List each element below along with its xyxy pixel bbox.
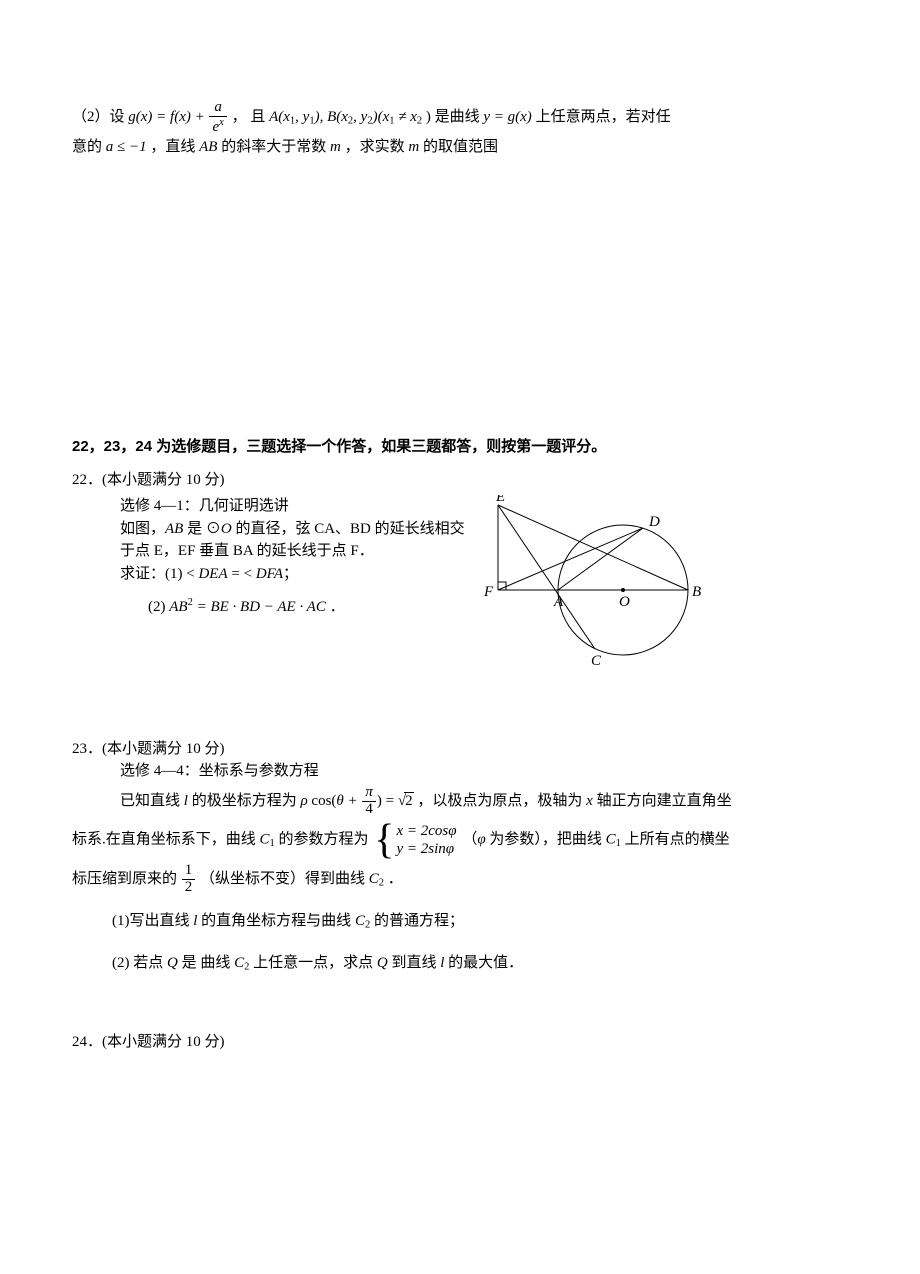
t: 的取值范围 — [423, 139, 498, 155]
t: （2）设 — [72, 109, 128, 125]
frac-half: 12 — [182, 863, 196, 896]
m: y = g(x) — [483, 109, 531, 125]
sqrt2: √2 — [398, 783, 414, 819]
problem-22: 22．(本小题满分 10 分) 选修 4—1：几何证明选讲 如图，AB 是 ⊙O… — [72, 469, 848, 683]
p24-head: 24．(本小题满分 10 分) — [72, 1031, 848, 1054]
p23-subtitle: 选修 4—4：坐标系与参数方程 — [72, 760, 848, 783]
t: 的斜率大于常数 — [221, 139, 330, 155]
p23-head: 23．(本小题满分 10 分) — [72, 738, 848, 761]
t: ，直线 — [150, 139, 199, 155]
angle-eq: < DEA = < DFA — [186, 566, 283, 582]
p22-text: 选修 4—1：几何证明选讲 如图，AB 是 ⊙O 的直径，弦 CA、BD 的延长… — [72, 495, 465, 619]
p22-line1: 如图，AB 是 ⊙O 的直径，弦 CA、BD 的延长线相交 — [72, 518, 465, 541]
p22-subtitle: 选修 4—1：几何证明选讲 — [72, 495, 465, 518]
p23-q2: (2) 若点 Q 是 曲线 C2 上任意一点，求点 Q 到直线 l 的最大值． — [72, 945, 848, 981]
p23-line3: 标压缩到原来的 12 （纵坐标不变）得到曲线 C2 ． — [72, 861, 848, 897]
m: m — [408, 139, 419, 155]
svg-text:O: O — [619, 594, 630, 610]
m: A(x1, y1), B(x2, y2)(x1 ≠ x2 — [269, 109, 422, 125]
p22-line2: 于点 E，EF 垂直 BA 的延长线于点 F． — [72, 540, 465, 563]
problem-23: 23．(本小题满分 10 分) 选修 4—4：坐标系与参数方程 已知直线 l 的… — [72, 738, 848, 981]
frac-pi4: π4 — [362, 785, 376, 818]
svg-text:A: A — [553, 594, 564, 610]
t: 意的 — [72, 139, 106, 155]
p22-ask1: 求证：(1) < DEA = < DFA； — [72, 563, 465, 586]
problem-2-part2-line2: 意的 a ≤ −1 ，直线 AB 的斜率大于常数 m ，求实数 m 的取值范围 — [72, 136, 848, 159]
p22-ask2: (2) AB2 = BE · BD − AE · AC ． — [72, 595, 465, 619]
svg-text:C: C — [591, 653, 602, 669]
t: ) 是曲线 — [426, 109, 484, 125]
m: AB — [199, 139, 217, 155]
t: ， 且 — [232, 109, 270, 125]
elective-section-heading: 22，23，24 为选修题目，三题选择一个作答，如果三题都答，则按第一题评分。 — [72, 436, 848, 459]
t: ，求实数 — [345, 139, 409, 155]
blank-space — [72, 158, 848, 428]
frac-a-ex: a ex — [209, 100, 226, 136]
t: 上任意两点，若对任 — [536, 109, 671, 125]
svg-text:F: F — [483, 584, 494, 600]
problem-2-part2: （2）设 g(x) = f(x) + a ex ， 且 A(x1, y1), B… — [72, 100, 848, 136]
svg-text:E: E — [495, 495, 505, 505]
problem-24: 24．(本小题满分 10 分) — [72, 1031, 848, 1054]
svg-text:D: D — [648, 514, 660, 530]
p23-line2: 标系.在直角坐标系下，曲线 C1 的参数方程为 { x = 2cosφ y = … — [72, 819, 848, 861]
m: a ≤ −1 — [106, 139, 147, 155]
m: m — [330, 139, 341, 155]
p22-head: 22．(本小题满分 10 分) — [72, 469, 848, 492]
svg-text:B: B — [692, 584, 701, 600]
p23-q1: (1)写出直线 l 的直角坐标方程与曲线 C2 的普通方程； — [72, 903, 848, 939]
param-system: { x = 2cosφ y = 2sinφ — [374, 819, 456, 861]
m: g(x) = f(x) + — [128, 109, 208, 125]
p23-line1: 已知直线 l 的极坐标方程为 ρ cos(θ + π4) = √2 ，以极点为原… — [72, 783, 848, 819]
geometry-figure: E D F A O B C — [473, 495, 713, 683]
